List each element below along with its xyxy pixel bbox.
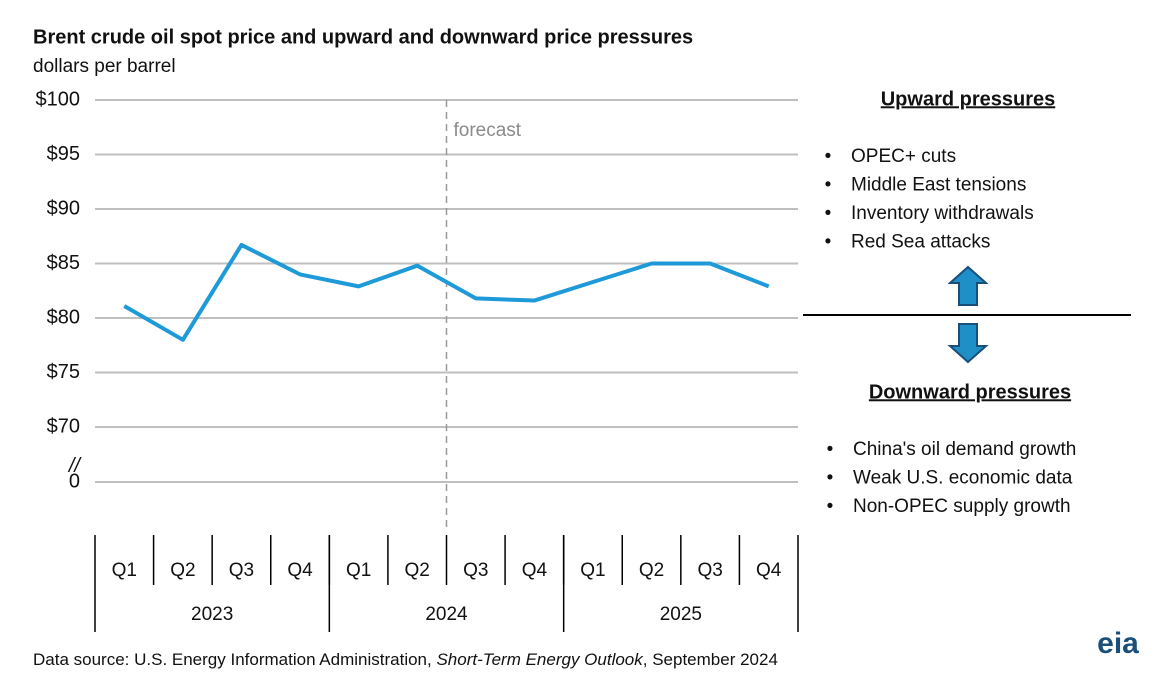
x-tick-label: Q2	[639, 560, 664, 581]
upward-title: Upward pressures	[881, 88, 1056, 110]
x-tick-label: Q3	[463, 560, 488, 581]
x-tick-label: Q3	[697, 560, 722, 581]
bullet: •	[827, 439, 834, 460]
x-tick-label: Q1	[112, 560, 137, 581]
pressure-item: Middle East tensions	[851, 175, 1026, 196]
bullet: •	[825, 175, 832, 196]
y-tick-label: 0	[69, 470, 80, 492]
group-label: 2024	[425, 604, 468, 625]
source-title: Short-Term Energy Outlook	[436, 650, 644, 669]
downward-title: Downward pressures	[869, 381, 1071, 403]
bullet: •	[825, 232, 832, 253]
bullet: •	[825, 203, 832, 224]
x-tick-label: Q4	[522, 560, 548, 581]
y-tick-label: $75	[47, 361, 80, 383]
pressure-item: Inventory withdrawals	[851, 203, 1034, 224]
pressure-item: China's oil demand growth	[853, 439, 1076, 460]
up-arrow	[947, 265, 989, 306]
y-tick-label: $90	[47, 197, 80, 219]
price-line	[123, 242, 770, 342]
bullet: •	[825, 146, 832, 167]
group-label: 2025	[660, 604, 702, 625]
pressure-item: Red Sea attacks	[851, 232, 990, 253]
down-arrow	[947, 323, 989, 364]
x-tick-label: Q2	[405, 560, 430, 581]
y-tick-label: $85	[47, 252, 80, 274]
bullet: •	[827, 496, 834, 517]
source-note: Data source: U.S. Energy Information Adm…	[33, 650, 778, 669]
pressure-item: Weak U.S. economic data	[853, 468, 1073, 489]
group-label: 2023	[191, 604, 233, 625]
x-tick-label: Q4	[756, 560, 782, 581]
y-tick-label: $70	[47, 415, 80, 437]
source-suffix: , September 2024	[643, 650, 778, 669]
pressure-item: OPEC+ cuts	[851, 146, 956, 167]
chart-subtitle: dollars per barrel	[33, 56, 176, 77]
y-tick-label: $80	[47, 306, 80, 328]
chart-title: Brent crude oil spot price and upward an…	[33, 26, 693, 48]
x-tick-label: Q1	[580, 560, 605, 581]
x-tick-label: Q1	[346, 560, 371, 581]
y-tick-label: $95	[47, 143, 80, 165]
pressure-item: Non-OPEC supply growth	[853, 496, 1071, 517]
logo: eia	[1097, 627, 1139, 660]
axis-break: //	[67, 455, 83, 477]
y-tick-label: $100	[36, 88, 81, 110]
bullet: •	[827, 468, 834, 489]
x-tick-label: Q2	[170, 560, 195, 581]
source-prefix: Data source: U.S. Energy Information Adm…	[33, 650, 436, 669]
x-tick-label: Q4	[287, 560, 313, 581]
forecast-label: forecast	[454, 120, 522, 141]
x-tick-label: Q3	[229, 560, 254, 581]
